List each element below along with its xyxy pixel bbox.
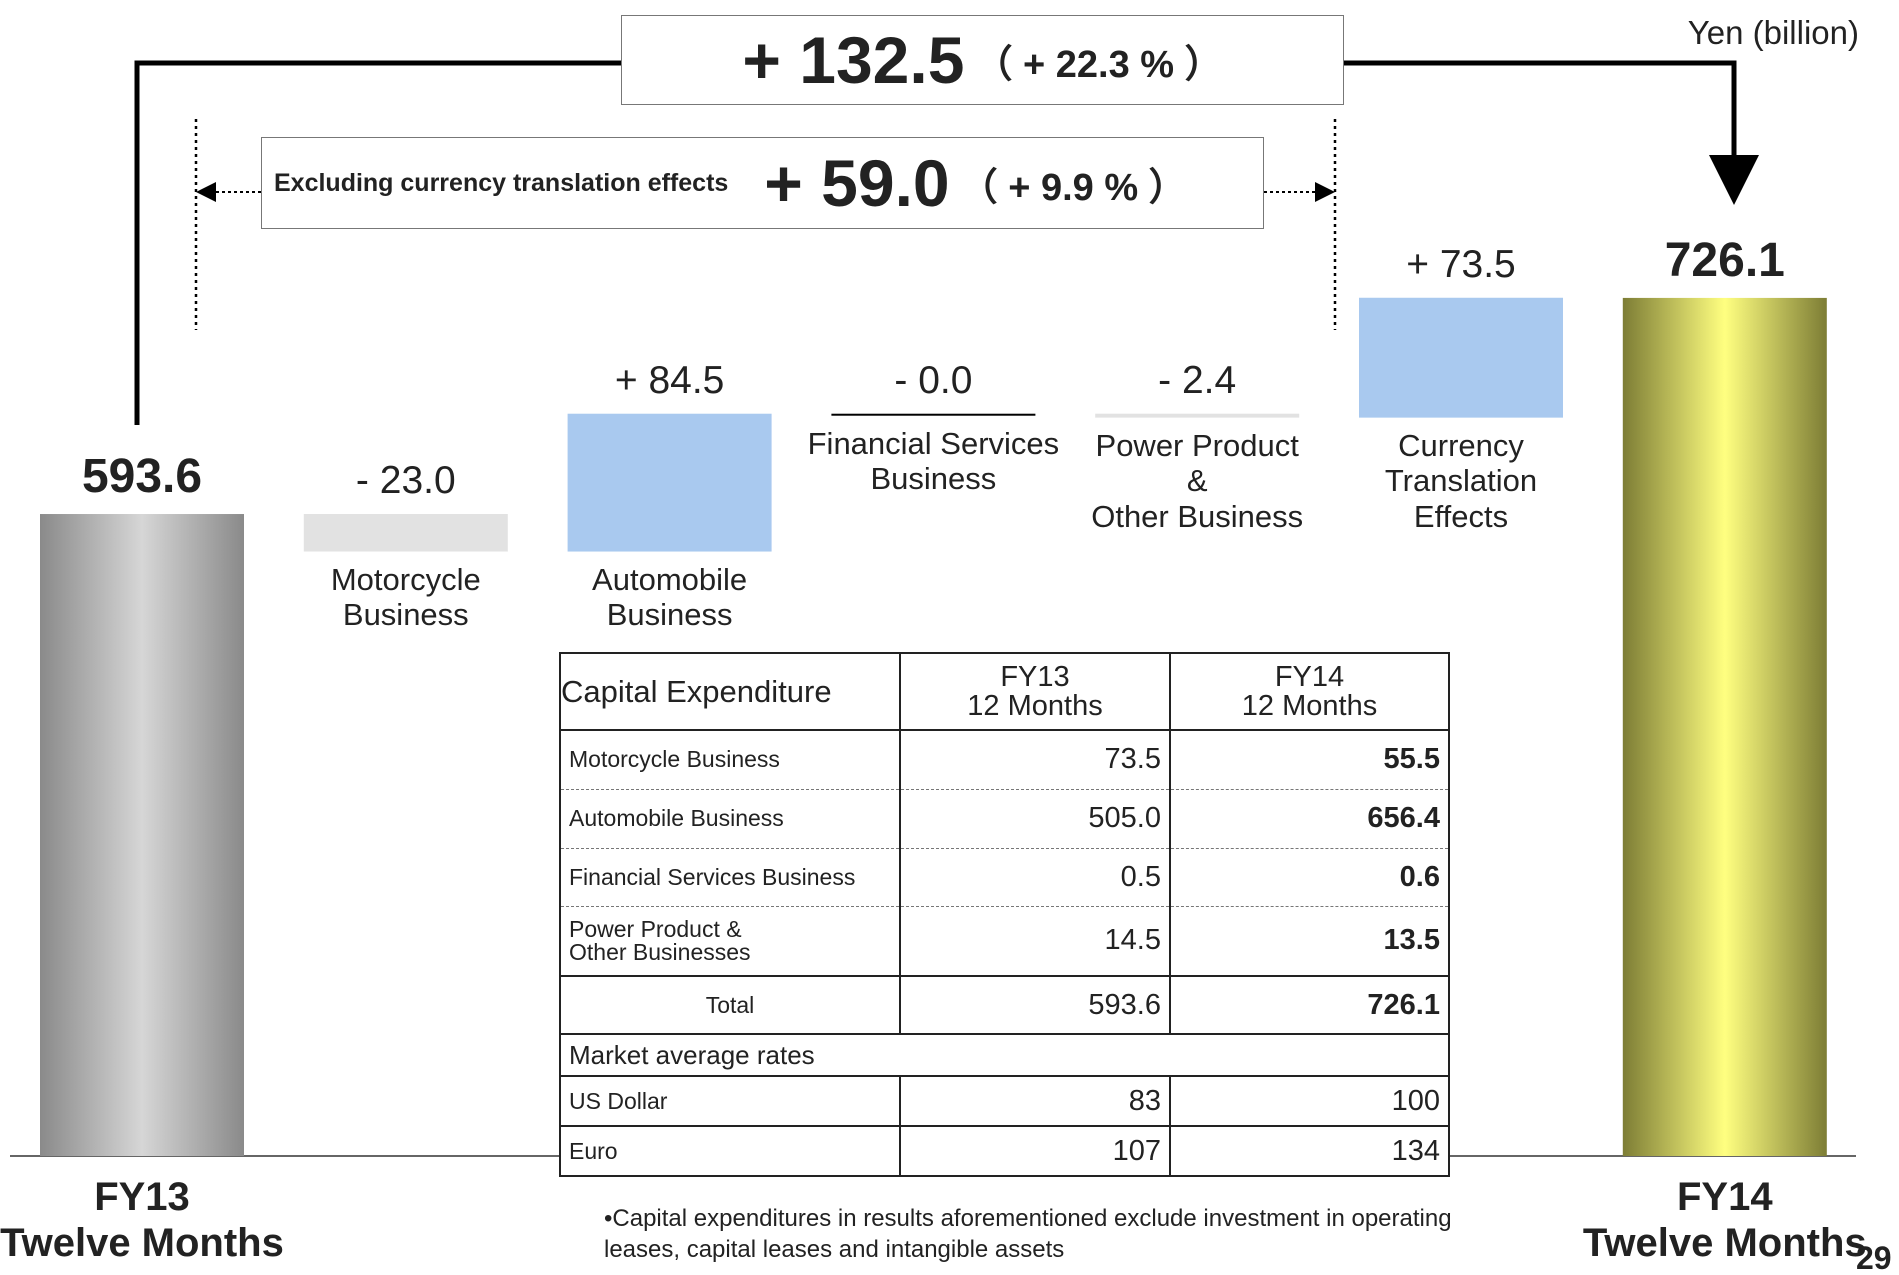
- table-cell: 0.6: [1169, 847, 1450, 907]
- table-cell: Financial Services Business: [559, 847, 901, 907]
- table-row: Total 593.6 726.1: [559, 975, 1450, 1035]
- total-change-box: + 132.5 （ + 22.3 % ）: [621, 15, 1344, 105]
- table-cell: FY13 12 Months: [899, 652, 1171, 731]
- category-label: Currency Translation Effects: [1384, 427, 1538, 534]
- total-change: + 132.5: [742, 23, 965, 97]
- table-cell: 656.4: [1169, 788, 1450, 849]
- table-cell: 100: [1169, 1075, 1450, 1127]
- category-label: Financial Services Business: [807, 425, 1060, 497]
- table-row: Market average rates: [559, 1033, 1450, 1077]
- excl-change: + 59.0: [764, 146, 950, 220]
- total-label: 726.1: [1664, 233, 1785, 287]
- table-row: Euro 107 134: [559, 1125, 1450, 1177]
- table-cell: 593.6: [899, 975, 1171, 1035]
- table-cell: 55.5: [1169, 729, 1450, 790]
- category-label: Power Product & Other Business: [1091, 427, 1304, 534]
- table-row: Power Product & Other Businesses 14.5 13.5: [559, 905, 1450, 977]
- capex-table: Capital Expenditure FY13 12 Months FY14 12…: [559, 652, 1450, 1177]
- table-cell: 0.5: [899, 847, 1171, 907]
- table-cell: Automobile Business: [559, 788, 901, 849]
- table-row: Automobile Business 505.0 656.4: [559, 788, 1450, 849]
- category-label: Automobile Business: [592, 561, 748, 633]
- table-cell: 726.1: [1169, 975, 1450, 1035]
- excl-label: Excluding currency translation effects: [274, 168, 729, 197]
- table-cell: Power Product & Other Businesses: [559, 905, 901, 977]
- excl-change-box: Excluding currency translation effects +…: [261, 137, 1264, 229]
- value-label: - 0.0: [894, 358, 973, 402]
- table-cell: Euro: [559, 1125, 901, 1177]
- table-cell: Capital Expenditure: [559, 652, 901, 731]
- bar: [1622, 297, 1827, 1157]
- value-label: + 73.5: [1406, 242, 1516, 286]
- page-number: 29: [1856, 1240, 1892, 1275]
- table-row: Financial Services Business 0.5 0.6: [559, 847, 1450, 907]
- total-bracket: [134, 60, 1734, 425]
- table-cell: 73.5: [899, 729, 1171, 790]
- table-cell: FY14 12 Months: [1169, 652, 1450, 731]
- unit-label: Yen (billion): [1687, 14, 1859, 51]
- table-row: Motorcycle Business 73.5 55.5: [559, 729, 1450, 790]
- value-label: - 23.0: [355, 459, 456, 503]
- category-label: Motorcycle Business: [330, 561, 481, 633]
- table-cell: 14.5: [899, 905, 1171, 977]
- value-label: + 84.5: [614, 358, 725, 402]
- table-cell: 134: [1169, 1125, 1450, 1177]
- bar: [1359, 297, 1563, 418]
- table-cell: 83: [899, 1075, 1171, 1127]
- total-label: 593.6: [81, 449, 203, 503]
- excl-change-pct: （ + 9.9 % ）: [959, 166, 1187, 209]
- table-cell: Motorcycle Business: [559, 729, 901, 790]
- period-label: FY14 Twelve Months: [1582, 1175, 1867, 1265]
- table-row: US Dollar 83 100: [559, 1075, 1450, 1127]
- bar: [40, 514, 244, 1156]
- bar: [303, 514, 508, 552]
- period-label: FY13 Twelve Months: [0, 1175, 284, 1265]
- table-cell: 107: [899, 1125, 1171, 1177]
- bar: [567, 413, 772, 552]
- footnote: •Capital expenditures in results aforeme…: [604, 1205, 1452, 1264]
- total-change-pct: （ + 22.3 % ）: [974, 43, 1223, 86]
- table-cell: Total: [559, 975, 901, 1035]
- table-cell: US Dollar: [559, 1075, 901, 1127]
- bar: [1095, 413, 1300, 418]
- table-cell: 13.5: [1169, 905, 1450, 977]
- table-cell: 505.0: [899, 788, 1171, 849]
- bar: [831, 413, 1036, 416]
- table-row: Capital Expenditure FY13 12 Months FY14 12…: [559, 652, 1450, 731]
- value-label: - 2.4: [1158, 358, 1237, 402]
- table-cell: Market average rates: [559, 1033, 1450, 1077]
